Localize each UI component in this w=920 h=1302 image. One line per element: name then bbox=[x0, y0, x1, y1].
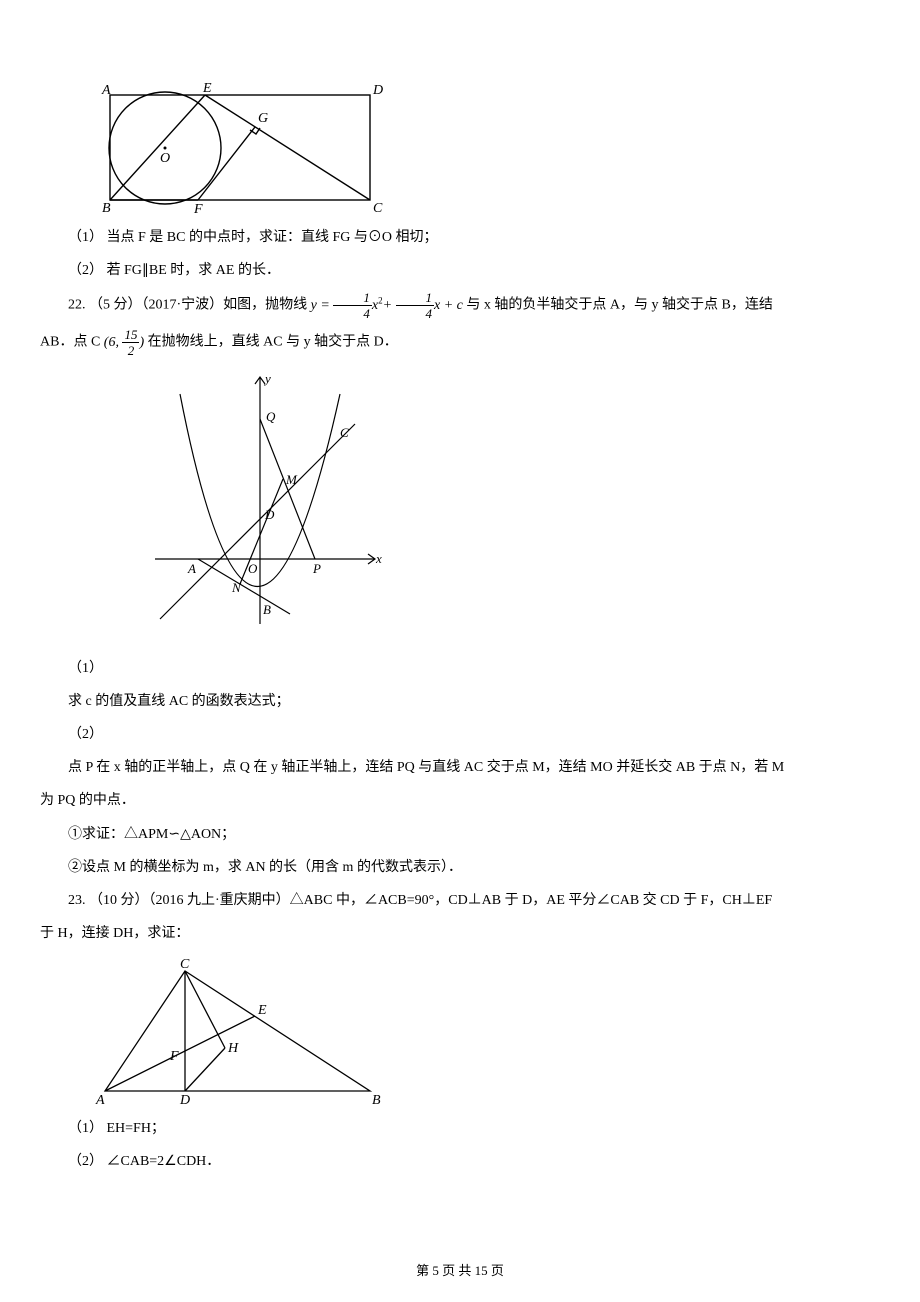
q22-intro-b: 与 x 轴的负半轴交于点 A，与 y 轴交于点 B，连结 bbox=[466, 298, 772, 313]
q23-intro-line2: 于 H，连接 DH，求证： bbox=[40, 921, 880, 946]
q23-part1: （1） EH=FH； bbox=[40, 1116, 880, 1141]
figure-2-parabola: y x Q C M D A O P N B bbox=[150, 369, 880, 643]
fig3-label-F: F bbox=[169, 1049, 179, 1064]
fig3-label-B: B bbox=[372, 1093, 381, 1106]
fig2-label-B: B bbox=[263, 602, 271, 617]
figure-1-circle-rectangle: A E D G O B F C bbox=[90, 80, 880, 215]
fig3-label-H: H bbox=[227, 1041, 239, 1056]
fig3-label-E: E bbox=[257, 1003, 267, 1018]
fig2-label-A: A bbox=[187, 561, 196, 576]
fig2-label-D: D bbox=[264, 507, 275, 522]
q22-f1-num: 1 bbox=[333, 291, 372, 306]
q22-part2-text1: 点 P 在 x 轴的正半轴上，点 Q 在 y 轴正半轴上，连结 PQ 与直线 A… bbox=[40, 755, 880, 780]
q22-parabola-formula: y = 14x2+ 14x + c bbox=[311, 298, 467, 313]
q23-part2: （2） ∠CAB=2∠CDH． bbox=[40, 1149, 880, 1174]
q22-subpart-1: ①求证：△APM∽△AON； bbox=[40, 822, 880, 847]
fig2-label-P: P bbox=[312, 561, 321, 576]
q22-intro-a: 22. （5 分）（2017·宁波）如图，抛物线 bbox=[68, 298, 311, 313]
q22-f-y: y = bbox=[311, 298, 334, 313]
q22-f-p1: + bbox=[383, 298, 396, 313]
fig1-label-A: A bbox=[101, 83, 111, 98]
q22-pc-den: 2 bbox=[122, 343, 139, 357]
q22-intro-d: 在抛物线上，直线 AC 与 y 轴交于点 D． bbox=[148, 335, 398, 350]
q22-part2-header: （2） bbox=[40, 722, 880, 747]
q22-intro-c: AB．点 C bbox=[40, 335, 104, 350]
q23-intro-line1: 23. （10 分）（2016 九上·重庆期中）△ABC 中，∠ACB=90°，… bbox=[40, 888, 880, 913]
fig2-label-Q: Q bbox=[266, 409, 276, 424]
q22-f2-num: 1 bbox=[396, 291, 435, 306]
q22-subpart-2: ②设点 M 的横坐标为 m，求 AN 的长（用含 m 的代数式表示）． bbox=[40, 855, 880, 880]
fig2-label-x: x bbox=[375, 551, 382, 566]
q22-intro-line1: 22. （5 分）（2017·宁波）如图，抛物线 y = 14x2+ 14x +… bbox=[40, 291, 880, 320]
fig1-label-O: O bbox=[160, 151, 170, 166]
fig2-label-C: C bbox=[340, 425, 349, 440]
q22-part1-header: （1） bbox=[40, 656, 880, 681]
fig3-label-D: D bbox=[179, 1093, 190, 1106]
fig2-label-M: M bbox=[285, 472, 298, 487]
fig1-label-D: D bbox=[372, 83, 383, 98]
figure-3-triangle: C E H F A D B bbox=[90, 956, 880, 1106]
q22-pc-b: ) bbox=[139, 335, 144, 350]
q22-f-xc: x + c bbox=[434, 298, 463, 313]
q21-part1: （1） 当点 F 是 BC 的中点时，求证：直线 FG 与⊙O 相切； bbox=[40, 225, 880, 250]
fig1-label-C: C bbox=[373, 201, 383, 215]
q22-point-C: (6, 152) bbox=[104, 335, 148, 350]
q22-f1-den: 4 bbox=[333, 306, 372, 320]
q22-pc-a: (6, bbox=[104, 335, 123, 350]
fig2-label-y: y bbox=[263, 371, 271, 386]
fig3-label-A: A bbox=[95, 1093, 105, 1106]
q21-part2: （2） 若 FG∥BE 时，求 AE 的长． bbox=[40, 258, 880, 283]
q22-pc-num: 15 bbox=[122, 328, 139, 343]
fig1-label-B: B bbox=[102, 201, 111, 215]
q22-intro-line2: AB．点 C (6, 152) 在抛物线上，直线 AC 与 y 轴交于点 D． bbox=[40, 328, 880, 357]
page-footer: 第 5 页 共 15 页 bbox=[0, 1259, 920, 1282]
fig1-label-G: G bbox=[258, 111, 268, 126]
fig1-label-F: F bbox=[193, 202, 203, 215]
q22-part1-text: 求 c 的值及直线 AC 的函数表达式； bbox=[40, 689, 880, 714]
fig2-label-O: O bbox=[248, 561, 258, 576]
fig3-label-C: C bbox=[180, 957, 190, 972]
fig1-label-E: E bbox=[202, 81, 212, 96]
q22-f2-den: 4 bbox=[396, 306, 435, 320]
fig2-label-N: N bbox=[231, 580, 242, 595]
q22-part2-text2: 为 PQ 的中点． bbox=[40, 788, 880, 813]
